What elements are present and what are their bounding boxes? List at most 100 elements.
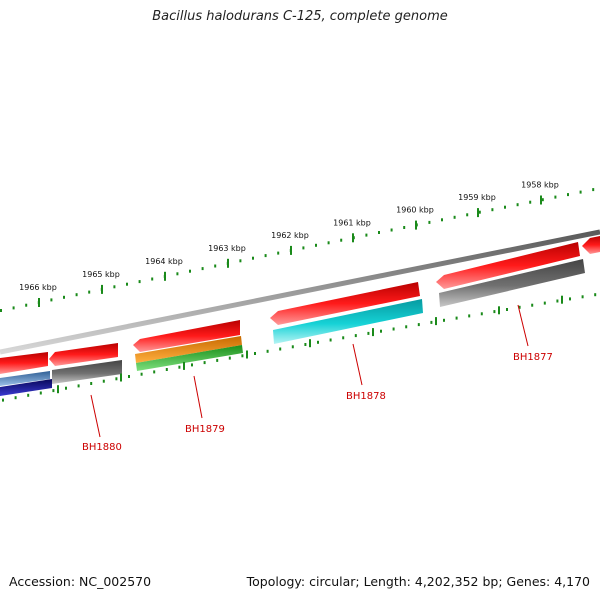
ruler-dot [25,303,28,307]
gene-label-bh1880: BH1880 [82,442,122,453]
ruler-dot [365,233,368,237]
ruler-dot [541,198,544,202]
ruler-major-tick [38,298,40,307]
ruler-dot [153,370,156,374]
ruler-dot [468,314,471,318]
ruler-dot [493,310,496,314]
ruler-major-tick [415,220,417,230]
ruler-dot [52,389,55,393]
ruler-dot [554,195,557,199]
ruler-dot [390,228,393,232]
ruler-dot [189,269,191,273]
tick-label: 1965 kbp [82,270,120,279]
track-orange [135,336,242,363]
ruler-dot [405,325,408,329]
track-gray [439,259,585,307]
track-blue [0,379,52,396]
tick-label: 1960 kbp [396,206,434,215]
ruler-dot [543,301,546,305]
gene-arrow-red [0,352,48,374]
ruler-dot [327,241,330,245]
ruler-dot [216,358,219,362]
ruler-dot [126,282,128,286]
tick-labels: 1966 kbp 1965 kbp 1964 kbp 1963 kbp 1962 kbp… [19,181,559,293]
ruler-major-tick [246,350,248,359]
ruler-dot [302,246,305,250]
ruler-major-tick [164,271,166,281]
ruler-dot [518,305,521,309]
ruler-major-tick [290,245,292,255]
ruler-dot [304,343,307,346]
ruler-dot [201,267,204,271]
ruler-dot [529,200,532,204]
ruler-major-tick [540,195,542,205]
ruler-dot [594,293,597,297]
gene-label-bh1877: BH1877 [513,352,553,363]
ruler-dot [315,243,317,247]
ruler-dot [342,336,345,340]
ruler-dot [50,298,53,302]
ruler-dot [455,316,458,320]
ruler-dot [27,393,30,397]
ruler-dot [367,331,370,335]
gene-arrow-red [270,282,420,325]
track-green [136,345,243,371]
tick-label: 1966 kbp [19,283,57,292]
track-cyan [273,299,423,344]
ruler-dot [203,361,206,365]
ruler-dot [354,334,357,338]
ruler-dot [279,347,282,351]
ruler-dot [128,375,130,378]
gene-arrow-red [582,236,600,254]
ruler-dot [176,272,179,276]
ruler-dot [378,231,380,234]
topology-label: Topology: circular; Length: 4,202,352 bp… [246,574,590,589]
gene-labels: BH1880 BH1879 BH1878 BH1877 [82,304,553,453]
tick-label: 1958 kbp [521,181,559,190]
ruler-dot [140,372,143,376]
ruler-dot [75,293,78,297]
ruler-dot [12,306,15,310]
ruler-dot [65,386,67,390]
ruler-dot [165,368,168,371]
ruler-dot [441,218,443,222]
ruler-dot [392,327,395,331]
ruler-dot [0,309,2,312]
ruler-major-tick [498,306,500,315]
gene-arrow-red [49,343,118,366]
ruler-dot [516,203,519,207]
ruler-major-tick [561,295,563,304]
ruler-dot [317,340,319,344]
track-gray [52,360,122,384]
ruler-dot [88,290,91,294]
inner-ruler [2,293,597,402]
gene-label-bh1879: BH1879 [185,424,225,435]
ruler-dot [403,226,406,229]
leader-line [90,394,101,438]
ruler-dot [277,251,280,255]
ruler-dot [178,365,181,369]
ruler-dot [478,210,481,214]
ruler-dot [428,220,431,224]
ruler-dot [592,188,595,192]
ruler-dot [138,280,141,284]
ruler-dot [579,190,582,194]
tick-label: 1961 kbp [333,218,371,227]
ruler-dot [506,308,508,311]
ruler-dot [264,254,267,258]
map-title: Bacillus halodurans C-125, complete geno… [152,9,448,24]
ruler-dot [556,299,559,303]
leader-line [193,375,203,419]
ruler-dot [102,379,105,383]
ruler-dot [252,256,254,260]
ruler-dot [491,208,494,212]
gene-arrow-red [436,242,580,289]
ruler-major-tick [372,328,374,337]
leader-line [517,304,529,347]
ruler-dot [241,354,244,358]
ruler-dot [567,193,569,197]
ruler-dot [191,363,193,367]
ruler-dot [115,377,118,381]
leader-line [352,343,363,386]
ruler-dot [466,213,469,217]
